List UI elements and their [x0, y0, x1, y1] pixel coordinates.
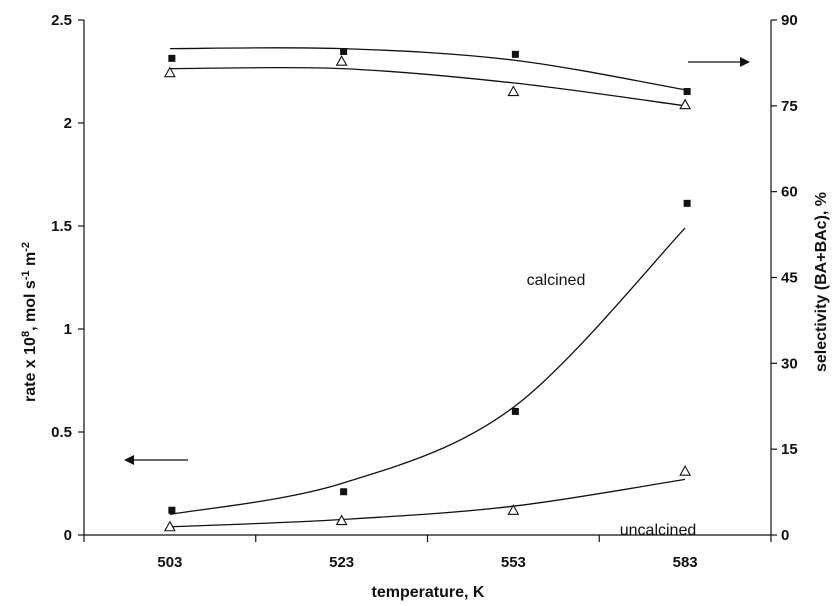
y-axis-right-title: selectivity (BA+BAc), %: [813, 192, 830, 372]
y-right-tick-label: 0: [781, 527, 789, 544]
data-point-triangle: [335, 55, 348, 66]
data-point-square: [168, 54, 176, 62]
y-left-tick-label: 1.5: [51, 218, 72, 235]
arrow-right-axis: [688, 57, 750, 67]
data-point-triangle: [163, 66, 176, 78]
x-tick-label: 553: [501, 554, 526, 571]
y-left-tick-label: 2: [64, 115, 72, 132]
fit-lines: [169, 47, 686, 528]
data-point-square: [511, 407, 519, 415]
data-point-square: [683, 199, 691, 207]
y-right-tick-label: 60: [781, 184, 798, 201]
x-tick-label: 583: [673, 554, 698, 571]
data-point-square: [511, 50, 519, 58]
data-point-triangle: [507, 504, 520, 515]
data-point-triangle: [335, 514, 348, 526]
y-right-tick-label: 30: [781, 355, 798, 372]
data-point-square: [683, 88, 691, 96]
annotation-calcined: calcined: [527, 272, 586, 289]
data-point-triangle: [507, 85, 520, 97]
axes: 0 0.5 1 1.5 2 2.5 0 15 30 45 60 75 90 503 523 553 583: [51, 12, 798, 571]
x-tick-label: 503: [157, 554, 182, 571]
markers: [163, 47, 692, 532]
fit-line-1: [169, 478, 686, 528]
fit-line-2: [169, 47, 686, 91]
y-axis-left-title: rate x 108, mol s-1 m-2: [20, 242, 39, 402]
x-tick-label: 523: [329, 554, 354, 571]
x-axis-title: temperature, K: [372, 584, 485, 601]
fit-line-0: [169, 227, 686, 516]
data-point-triangle: [679, 465, 692, 476]
data-point-square: [340, 488, 348, 496]
data-point-square: [340, 47, 348, 55]
fit-line-3: [169, 66, 686, 107]
y-left-tick-label: 0: [64, 527, 72, 544]
y-left-tick-label: 2.5: [51, 12, 72, 29]
y-left-tick-label: 1: [64, 321, 72, 338]
data-point-triangle: [163, 520, 176, 532]
data-point-square: [168, 506, 176, 514]
y-left-tick-label: 0.5: [51, 424, 72, 441]
arrow-left-axis: [124, 455, 188, 465]
y-right-tick-label: 75: [781, 98, 798, 115]
data-point-triangle: [679, 98, 692, 110]
y-right-tick-label: 90: [781, 12, 798, 29]
y-right-tick-label: 45: [781, 270, 798, 287]
annotation-uncalcined: uncalcined: [620, 522, 697, 539]
y-right-tick-label: 15: [781, 441, 798, 458]
